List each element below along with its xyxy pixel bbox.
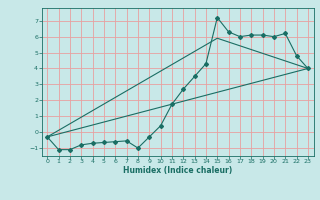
X-axis label: Humidex (Indice chaleur): Humidex (Indice chaleur): [123, 166, 232, 175]
